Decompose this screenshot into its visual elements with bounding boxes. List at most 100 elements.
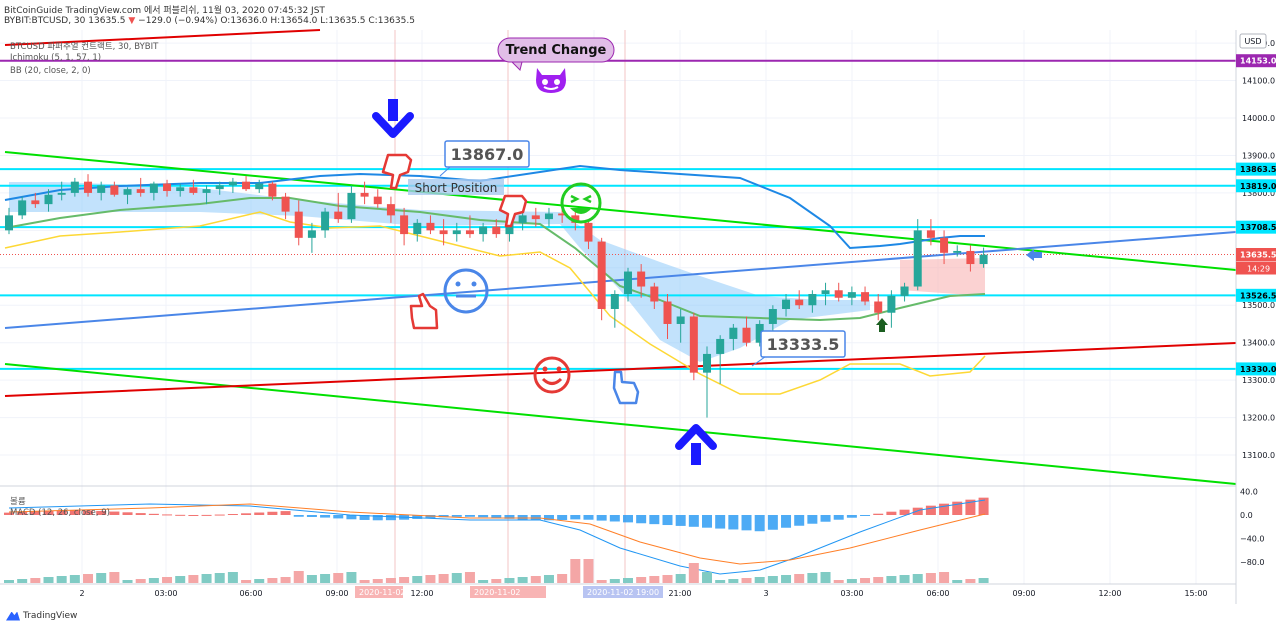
- candle-body: [966, 250, 975, 265]
- currency-button[interactable]: USD: [1239, 33, 1267, 49]
- candle-body: [834, 290, 843, 298]
- volume-bar: [241, 580, 252, 583]
- macd-histogram-bar: [162, 514, 173, 516]
- macd-histogram-bar: [96, 510, 107, 515]
- volume-bar: [491, 579, 502, 583]
- short-position-label[interactable]: Short Position: [408, 179, 504, 195]
- candle-body: [637, 271, 646, 287]
- macd-histogram-bar: [873, 513, 884, 515]
- time-highlight-label: 2020-11-02: [474, 588, 521, 597]
- time-tick-label: 12:00: [410, 589, 433, 598]
- macd-histogram-bar: [899, 509, 910, 515]
- price-tick-label: 13200.0: [1242, 414, 1275, 423]
- volume-bar: [583, 559, 594, 583]
- macd-histogram-bar: [925, 505, 936, 515]
- price-label-box: [1236, 248, 1276, 262]
- macd-histogram-bar: [17, 511, 28, 515]
- price-label-text: 13863.5: [1240, 165, 1277, 174]
- candle-body: [874, 301, 883, 313]
- macd-histogram-bar: [188, 514, 199, 516]
- macd-histogram-bar: [609, 515, 620, 522]
- candle-body: [439, 230, 448, 235]
- candle-body: [979, 254, 988, 265]
- legend-series[interactable]: BTCUSD 파퍼추얼 컨트랙트, 30, BYBIT: [10, 42, 159, 52]
- volume-bar: [754, 577, 765, 583]
- candle-body: [110, 185, 119, 195]
- volume-bar: [846, 579, 857, 583]
- volume-bar: [622, 578, 633, 583]
- price-label-text: 13526.5: [1240, 291, 1277, 300]
- volume-bar: [385, 578, 396, 583]
- tradingview-logo[interactable]: TradingView: [6, 611, 77, 621]
- time-tick-label: 21:00: [668, 589, 691, 598]
- volume-bar: [715, 580, 726, 583]
- green-trend-upper: [4, 151, 1236, 271]
- volume-bars: [4, 559, 989, 583]
- candle-body: [215, 185, 224, 190]
- short-position-text: Short Position: [415, 181, 498, 195]
- legend-bb[interactable]: BB (20, close, 2, 0): [10, 66, 91, 76]
- symbol-name[interactable]: BYBIT:BTCUSD, 30: [4, 16, 86, 26]
- candle-body: [400, 215, 409, 235]
- candle-body: [426, 222, 435, 231]
- volume-bar: [860, 578, 871, 583]
- callout-13867[interactable]: 13867.0: [439, 140, 530, 177]
- smiley-face-icon: [533, 356, 571, 394]
- macd-histogram-bar: [557, 515, 568, 521]
- legend-macd[interactable]: MACD (12, 26, close, 9): [10, 508, 110, 518]
- volume-bar: [820, 572, 831, 583]
- volume-bar: [794, 574, 805, 583]
- time-tick-label: 09:00: [325, 589, 348, 598]
- callout-13333[interactable]: 13333.5: [751, 330, 846, 367]
- down-arrow-icon: [372, 99, 414, 138]
- macd-histogram-bar: [306, 515, 317, 517]
- candle-body: [492, 226, 501, 235]
- candle-body: [189, 187, 198, 193]
- candle-body: [913, 230, 922, 287]
- volume-bar: [227, 572, 238, 583]
- price-tick-label: 13800.0: [1242, 189, 1275, 198]
- trend-change-callout[interactable]: Trend Change: [497, 37, 615, 71]
- legend-volume[interactable]: 볼륨: [10, 497, 26, 507]
- price-tick-label: 13500.0: [1242, 301, 1275, 310]
- volume-bar: [478, 580, 489, 583]
- macd-axis: 40.0 0.0 −40.0 −80.0: [1240, 487, 1265, 567]
- time-tick-label: 12:00: [1098, 589, 1121, 598]
- volume-bar: [570, 559, 581, 583]
- macd-histogram-bar: [241, 513, 252, 515]
- candle-body: [242, 181, 251, 190]
- time-tick-label: 2: [79, 589, 84, 598]
- macd-histogram-bar: [596, 515, 607, 521]
- candle-body: [70, 181, 79, 193]
- price-tick-label: 13100.0: [1242, 451, 1275, 460]
- volume-bar: [293, 571, 304, 583]
- candle-body: [176, 187, 185, 192]
- macd-histogram-bar: [517, 515, 528, 520]
- volume-bar: [728, 579, 739, 583]
- price-tick-label: 13400.0: [1242, 339, 1275, 348]
- macd-histogram-bar: [214, 514, 225, 516]
- bb-lower: [4, 211, 986, 395]
- volume-bar: [833, 580, 844, 583]
- volume-bar: [925, 573, 936, 583]
- macd-histogram-bar: [385, 515, 396, 521]
- volume-bar: [767, 576, 778, 583]
- laughing-face-icon: [560, 182, 602, 224]
- candle-body: [505, 222, 514, 235]
- macd-histogram-bar: [965, 499, 976, 515]
- macd-histogram-bar: [952, 501, 963, 515]
- macd-histogram-bar: [30, 511, 41, 515]
- pointing-down-hand-icon: [381, 153, 413, 190]
- brand-name: TradingView: [23, 611, 78, 621]
- volume-bar: [662, 575, 673, 583]
- volume-bar: [952, 580, 963, 583]
- pointing-hand-icon: [409, 292, 439, 330]
- legend-ichimoku[interactable]: Ichimoku (5, 1, 57, 1): [10, 53, 102, 63]
- candle-body: [821, 290, 830, 295]
- candle-body: [97, 185, 106, 193]
- volume-bar: [649, 576, 660, 583]
- volume-bar: [148, 578, 159, 583]
- candle-body: [452, 230, 461, 235]
- time-axis[interactable]: 203:0006:0009:0012:0015:0018:0021:00303:…: [79, 586, 1208, 598]
